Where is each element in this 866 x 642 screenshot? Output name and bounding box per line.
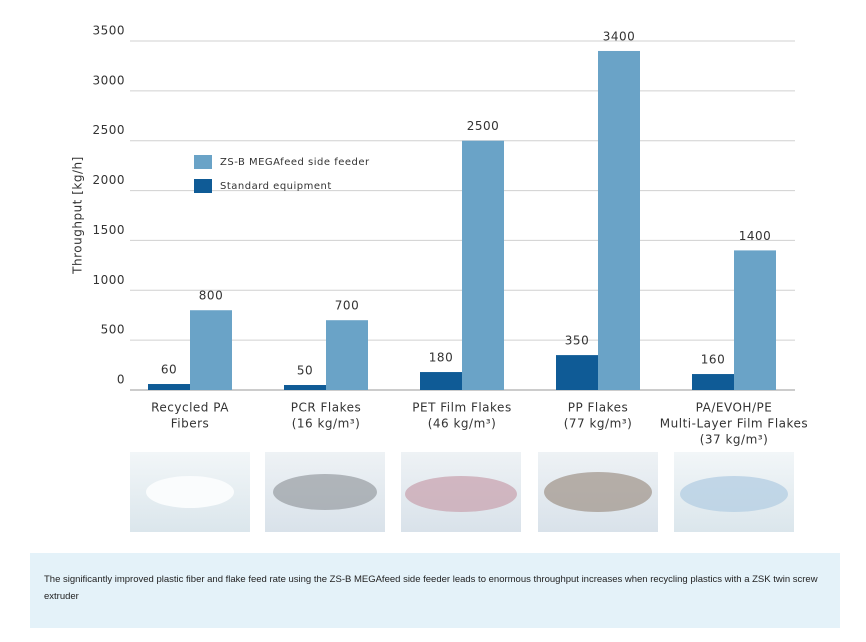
value-label: 160 — [701, 353, 725, 367]
photo-content — [544, 472, 652, 512]
photo-content — [273, 474, 377, 510]
bar — [420, 372, 462, 390]
y-tick-label: 2500 — [92, 123, 125, 137]
x-tick-label: PET Film Flakes — [412, 401, 511, 415]
x-tick-label: Multi-Layer Film Flakes — [660, 417, 808, 431]
x-tick-label: (77 kg/m³) — [564, 417, 633, 431]
caption-box: The significantly improved plastic fiber… — [30, 553, 840, 628]
legend-swatch — [194, 155, 212, 169]
x-tick-label: PP Flakes — [568, 401, 629, 415]
photo-content — [146, 476, 234, 508]
y-tick-label: 3000 — [92, 73, 125, 87]
y-tick-label: 3500 — [92, 24, 125, 38]
y-tick-label: 1500 — [92, 223, 125, 237]
legend-label: ZS-B MEGAfeed side feeder — [220, 157, 370, 168]
x-tick-label: PA/EVOH/PE — [696, 401, 773, 415]
x-tick-label: (16 kg/m³) — [292, 417, 361, 431]
bar — [148, 384, 190, 390]
value-label: 180 — [429, 351, 453, 365]
chart: Throughput [kg/h] 0 500 1000 1500 2000 2500 30… — [71, 24, 808, 532]
value-label: 350 — [565, 334, 589, 348]
value-label: 60 — [161, 363, 177, 377]
value-label: 700 — [335, 299, 359, 313]
legend-swatch — [194, 179, 212, 193]
value-label: 50 — [297, 364, 313, 378]
x-tick-label: Recycled PA — [151, 401, 229, 415]
y-tick-label: 0 — [117, 373, 125, 387]
bar — [598, 50, 640, 390]
bar — [556, 355, 598, 390]
photo-content — [680, 476, 788, 512]
bar — [462, 140, 504, 390]
caption: The significantly improved plastic fiber… — [44, 574, 818, 602]
y-tick-label: 2000 — [92, 173, 125, 187]
value-label: 3400 — [603, 29, 636, 43]
bar — [734, 250, 776, 390]
photo-content — [405, 476, 517, 512]
x-tick-label: PCR Flakes — [291, 401, 362, 415]
value-label: 800 — [199, 289, 223, 303]
legend-label: Standard equipment — [220, 181, 332, 192]
x-tick-label: Fibers — [171, 417, 210, 431]
y-axis-label: Throughput [kg/h] — [71, 156, 85, 275]
x-tick-label: (46 kg/m³) — [428, 417, 497, 431]
bar — [692, 374, 734, 390]
photos — [130, 452, 794, 532]
x-tick-label: (37 kg/m³) — [700, 433, 769, 447]
bar — [190, 310, 232, 390]
y-tick-label: 500 — [101, 323, 125, 337]
bar — [326, 320, 368, 390]
value-label: 1400 — [739, 229, 772, 243]
y-tick-label: 1000 — [92, 273, 125, 287]
value-label: 2500 — [467, 119, 500, 133]
bar — [284, 385, 326, 390]
